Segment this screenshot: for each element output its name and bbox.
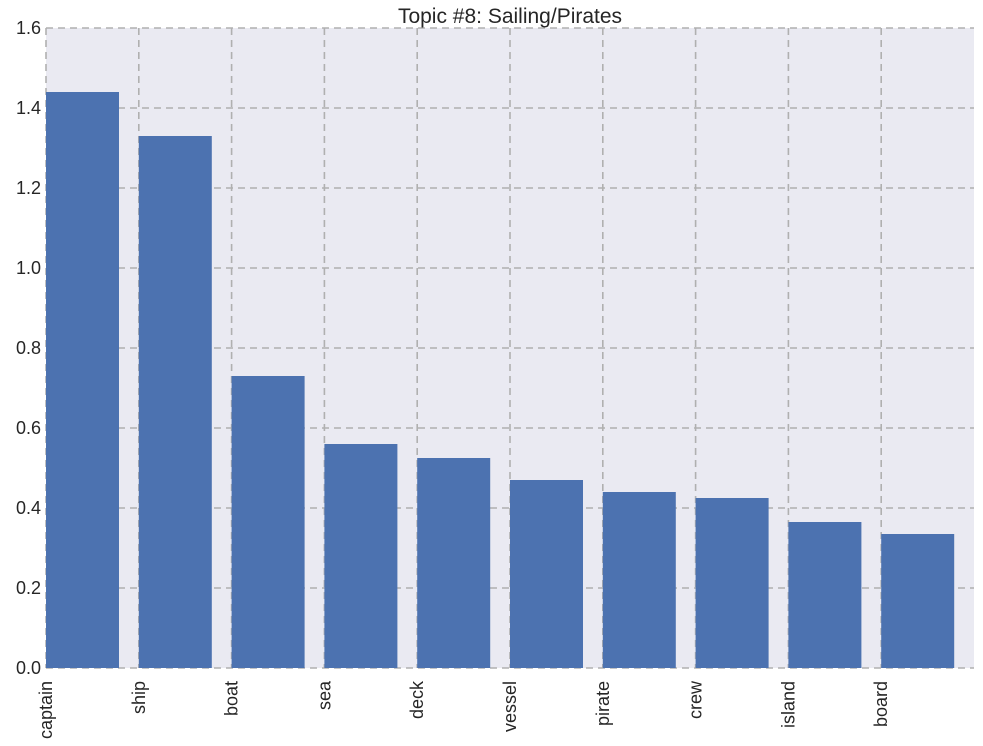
bar-board: [881, 534, 955, 668]
bar-deck: [417, 458, 491, 668]
x-tick-label-boat: boat: [222, 681, 242, 716]
x-tick-label-deck: deck: [407, 680, 427, 719]
bar-boat: [231, 376, 305, 668]
x-tick-label-vessel: vessel: [500, 681, 520, 732]
x-tick-label-board: board: [871, 681, 891, 727]
y-tick-label: 0.8: [16, 338, 41, 358]
y-tick-label: 0.4: [16, 498, 41, 518]
y-tick-label: 1.6: [16, 18, 41, 38]
y-tick-label: 1.4: [16, 98, 41, 118]
x-tick-label-sea: sea: [314, 680, 334, 710]
y-tick-label: 0.6: [16, 418, 41, 438]
x-tick-label-ship: ship: [129, 681, 149, 714]
bar-crew: [695, 498, 769, 668]
x-tick-label-crew: crew: [686, 680, 706, 719]
y-tick-label: 0.0: [16, 658, 41, 678]
x-tick-label-captain: captain: [36, 681, 56, 739]
chart-title: Topic #8: Sailing/Pirates: [398, 5, 622, 28]
bar-sea: [324, 444, 398, 668]
y-tick-label: 0.2: [16, 578, 41, 598]
x-tick-label-island: island: [778, 681, 798, 728]
bars: [46, 92, 955, 668]
bar-vessel: [510, 480, 583, 668]
y-axis-ticks: 0.0 0.2 0.4 0.6 0.8 1.0 1.2 1.4 1.6: [16, 18, 41, 678]
x-tick-label-pirate: pirate: [593, 681, 613, 726]
x-axis-ticks: captain ship boat sea deck vessel pirate crew is…: [36, 680, 891, 739]
y-tick-label: 1.2: [16, 178, 41, 198]
bar-captain: [46, 92, 119, 668]
bar-pirate: [602, 492, 676, 668]
bar-island: [788, 522, 862, 668]
y-tick-label: 1.0: [16, 258, 41, 278]
bar-ship: [138, 136, 212, 668]
